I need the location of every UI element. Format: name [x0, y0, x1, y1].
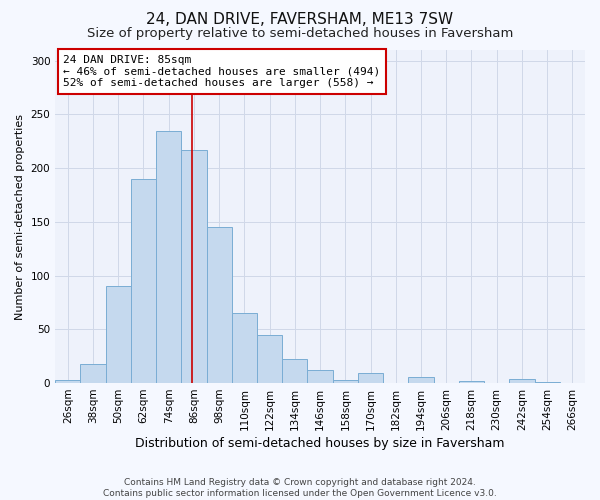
Bar	[409, 376, 434, 383]
Text: Size of property relative to semi-detached houses in Faversham: Size of property relative to semi-detach…	[87, 28, 513, 40]
Bar	[80, 364, 106, 383]
Bar	[332, 380, 358, 383]
Text: 24 DAN DRIVE: 85sqm
← 46% of semi-detached houses are smaller (494)
52% of semi-: 24 DAN DRIVE: 85sqm ← 46% of semi-detach…	[63, 55, 380, 88]
Bar	[55, 380, 80, 383]
Bar	[232, 313, 257, 383]
Bar	[206, 228, 232, 383]
Bar	[307, 370, 332, 383]
Bar	[181, 150, 206, 383]
Bar	[156, 130, 181, 383]
Bar	[106, 286, 131, 383]
Text: 24, DAN DRIVE, FAVERSHAM, ME13 7SW: 24, DAN DRIVE, FAVERSHAM, ME13 7SW	[146, 12, 454, 28]
Bar	[257, 334, 282, 383]
Bar	[509, 379, 535, 383]
Bar	[358, 374, 383, 383]
X-axis label: Distribution of semi-detached houses by size in Faversham: Distribution of semi-detached houses by …	[136, 437, 505, 450]
Bar	[282, 360, 307, 383]
Bar	[459, 381, 484, 383]
Y-axis label: Number of semi-detached properties: Number of semi-detached properties	[15, 114, 25, 320]
Bar	[535, 382, 560, 383]
Bar	[131, 179, 156, 383]
Text: Contains HM Land Registry data © Crown copyright and database right 2024.
Contai: Contains HM Land Registry data © Crown c…	[103, 478, 497, 498]
